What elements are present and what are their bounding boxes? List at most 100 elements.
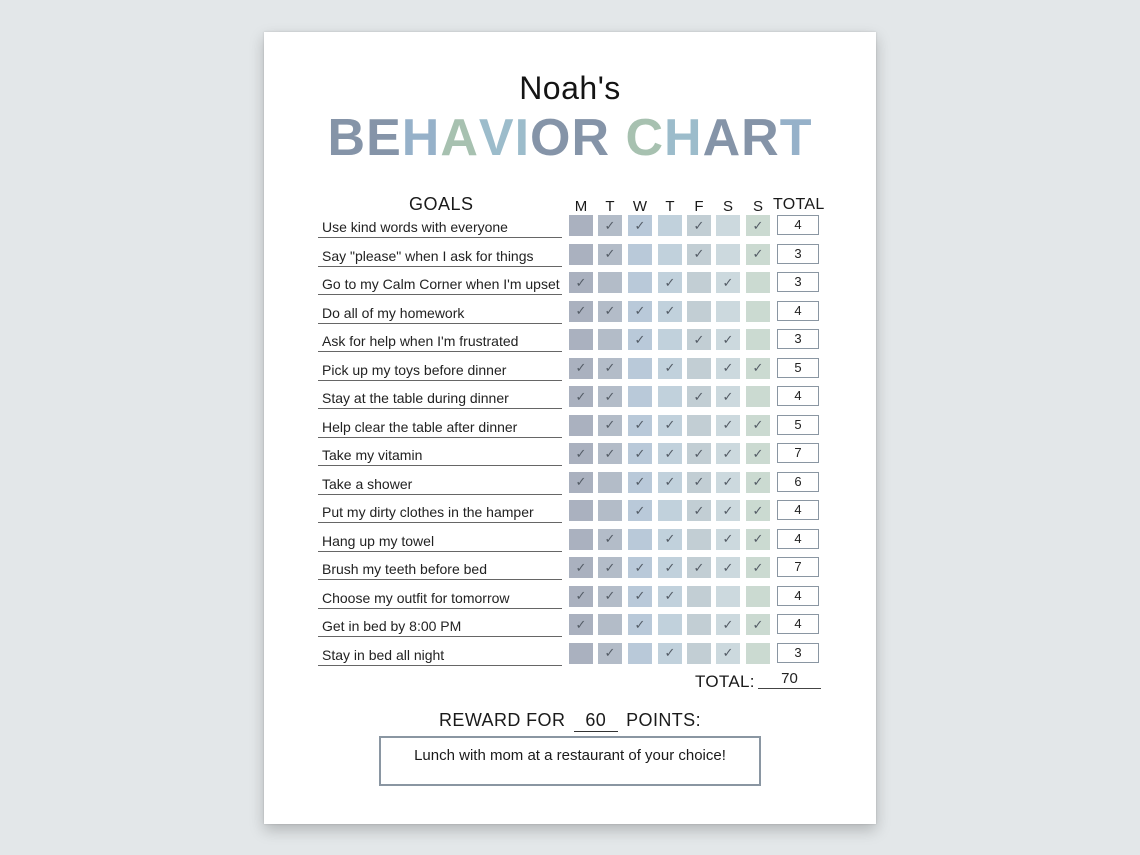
day-checkbox[interactable]: ✓ <box>746 357 770 379</box>
row-total[interactable]: 3 <box>777 329 819 349</box>
day-checkbox[interactable] <box>746 585 770 607</box>
day-checkbox[interactable]: ✓ <box>658 642 682 664</box>
row-total[interactable]: 4 <box>777 386 819 406</box>
day-checkbox[interactable]: ✓ <box>746 528 770 550</box>
day-checkbox[interactable]: ✓ <box>746 243 770 265</box>
row-total[interactable]: 4 <box>777 585 819 606</box>
day-checkbox[interactable] <box>687 300 711 322</box>
row-total[interactable]: 4 <box>777 614 819 634</box>
day-checkbox[interactable] <box>658 386 682 407</box>
day-checkbox[interactable] <box>687 614 711 635</box>
day-checkbox[interactable]: ✓ <box>569 443 593 464</box>
day-checkbox[interactable]: ✓ <box>716 357 740 379</box>
day-checkbox[interactable]: ✓ <box>598 300 622 322</box>
day-checkbox[interactable]: ✓ <box>746 215 770 236</box>
day-checkbox[interactable]: ✓ <box>569 585 593 607</box>
day-checkbox[interactable] <box>658 500 682 521</box>
day-checkbox[interactable]: ✓ <box>746 414 770 436</box>
day-checkbox[interactable]: ✓ <box>569 614 593 635</box>
day-checkbox[interactable] <box>746 272 770 293</box>
day-checkbox[interactable]: ✓ <box>658 443 682 464</box>
row-total[interactable]: 4 <box>777 300 819 321</box>
day-checkbox[interactable] <box>598 471 622 493</box>
day-checkbox[interactable] <box>628 357 652 379</box>
day-checkbox[interactable]: ✓ <box>658 414 682 436</box>
day-checkbox[interactable] <box>746 386 770 407</box>
day-checkbox[interactable] <box>658 243 682 265</box>
day-checkbox[interactable]: ✓ <box>569 386 593 407</box>
day-checkbox[interactable]: ✓ <box>746 557 770 578</box>
day-checkbox[interactable]: ✓ <box>658 471 682 493</box>
day-checkbox[interactable] <box>628 386 652 407</box>
day-checkbox[interactable] <box>628 642 652 664</box>
day-checkbox[interactable]: ✓ <box>569 300 593 322</box>
day-checkbox[interactable] <box>716 585 740 607</box>
day-checkbox[interactable]: ✓ <box>598 642 622 664</box>
row-total[interactable]: 5 <box>777 414 819 435</box>
day-checkbox[interactable] <box>569 414 593 436</box>
reward-points[interactable]: 60 <box>573 710 618 732</box>
day-checkbox[interactable]: ✓ <box>598 243 622 265</box>
day-checkbox[interactable]: ✓ <box>687 443 711 464</box>
day-checkbox[interactable] <box>716 215 740 236</box>
day-checkbox[interactable]: ✓ <box>687 471 711 493</box>
day-checkbox[interactable]: ✓ <box>658 357 682 379</box>
day-checkbox[interactable]: ✓ <box>716 642 740 664</box>
day-checkbox[interactable] <box>569 642 593 664</box>
row-total[interactable]: 4 <box>777 500 819 520</box>
day-checkbox[interactable] <box>687 357 711 379</box>
day-checkbox[interactable]: ✓ <box>598 414 622 436</box>
day-checkbox[interactable]: ✓ <box>598 557 622 578</box>
day-checkbox[interactable]: ✓ <box>628 614 652 635</box>
day-checkbox[interactable]: ✓ <box>716 443 740 464</box>
day-checkbox[interactable]: ✓ <box>716 329 740 350</box>
day-checkbox[interactable]: ✓ <box>628 215 652 236</box>
day-checkbox[interactable] <box>628 272 652 293</box>
day-checkbox[interactable]: ✓ <box>716 272 740 293</box>
day-checkbox[interactable]: ✓ <box>687 386 711 407</box>
day-checkbox[interactable]: ✓ <box>658 272 682 293</box>
day-checkbox[interactable] <box>716 243 740 265</box>
day-checkbox[interactable]: ✓ <box>746 443 770 464</box>
day-checkbox[interactable]: ✓ <box>628 500 652 521</box>
day-checkbox[interactable]: ✓ <box>569 557 593 578</box>
day-checkbox[interactable]: ✓ <box>716 557 740 578</box>
day-checkbox[interactable]: ✓ <box>569 471 593 493</box>
day-checkbox[interactable] <box>658 215 682 236</box>
day-checkbox[interactable]: ✓ <box>628 329 652 350</box>
day-checkbox[interactable]: ✓ <box>569 357 593 379</box>
day-checkbox[interactable]: ✓ <box>687 329 711 350</box>
day-checkbox[interactable]: ✓ <box>746 500 770 521</box>
day-checkbox[interactable]: ✓ <box>716 471 740 493</box>
day-checkbox[interactable] <box>598 614 622 635</box>
day-checkbox[interactable]: ✓ <box>687 243 711 265</box>
day-checkbox[interactable] <box>569 329 593 350</box>
day-checkbox[interactable]: ✓ <box>569 272 593 293</box>
day-checkbox[interactable]: ✓ <box>628 557 652 578</box>
row-total[interactable]: 4 <box>777 528 819 549</box>
day-checkbox[interactable]: ✓ <box>687 215 711 236</box>
row-total[interactable]: 4 <box>777 215 819 235</box>
grand-total-value[interactable]: 70 <box>758 670 821 689</box>
day-checkbox[interactable] <box>687 414 711 436</box>
day-checkbox[interactable]: ✓ <box>658 528 682 550</box>
day-checkbox[interactable] <box>746 300 770 322</box>
day-checkbox[interactable] <box>716 300 740 322</box>
day-checkbox[interactable]: ✓ <box>716 386 740 407</box>
day-checkbox[interactable] <box>687 642 711 664</box>
day-checkbox[interactable]: ✓ <box>598 386 622 407</box>
day-checkbox[interactable] <box>687 585 711 607</box>
day-checkbox[interactable] <box>658 329 682 350</box>
row-total[interactable]: 3 <box>777 243 819 264</box>
day-checkbox[interactable]: ✓ <box>598 215 622 236</box>
day-checkbox[interactable] <box>746 642 770 664</box>
day-checkbox[interactable]: ✓ <box>716 414 740 436</box>
day-checkbox[interactable]: ✓ <box>598 585 622 607</box>
day-checkbox[interactable] <box>628 243 652 265</box>
day-checkbox[interactable]: ✓ <box>746 471 770 493</box>
day-checkbox[interactable]: ✓ <box>598 528 622 550</box>
day-checkbox[interactable] <box>569 500 593 521</box>
day-checkbox[interactable]: ✓ <box>628 585 652 607</box>
day-checkbox[interactable] <box>598 500 622 521</box>
day-checkbox[interactable]: ✓ <box>628 414 652 436</box>
